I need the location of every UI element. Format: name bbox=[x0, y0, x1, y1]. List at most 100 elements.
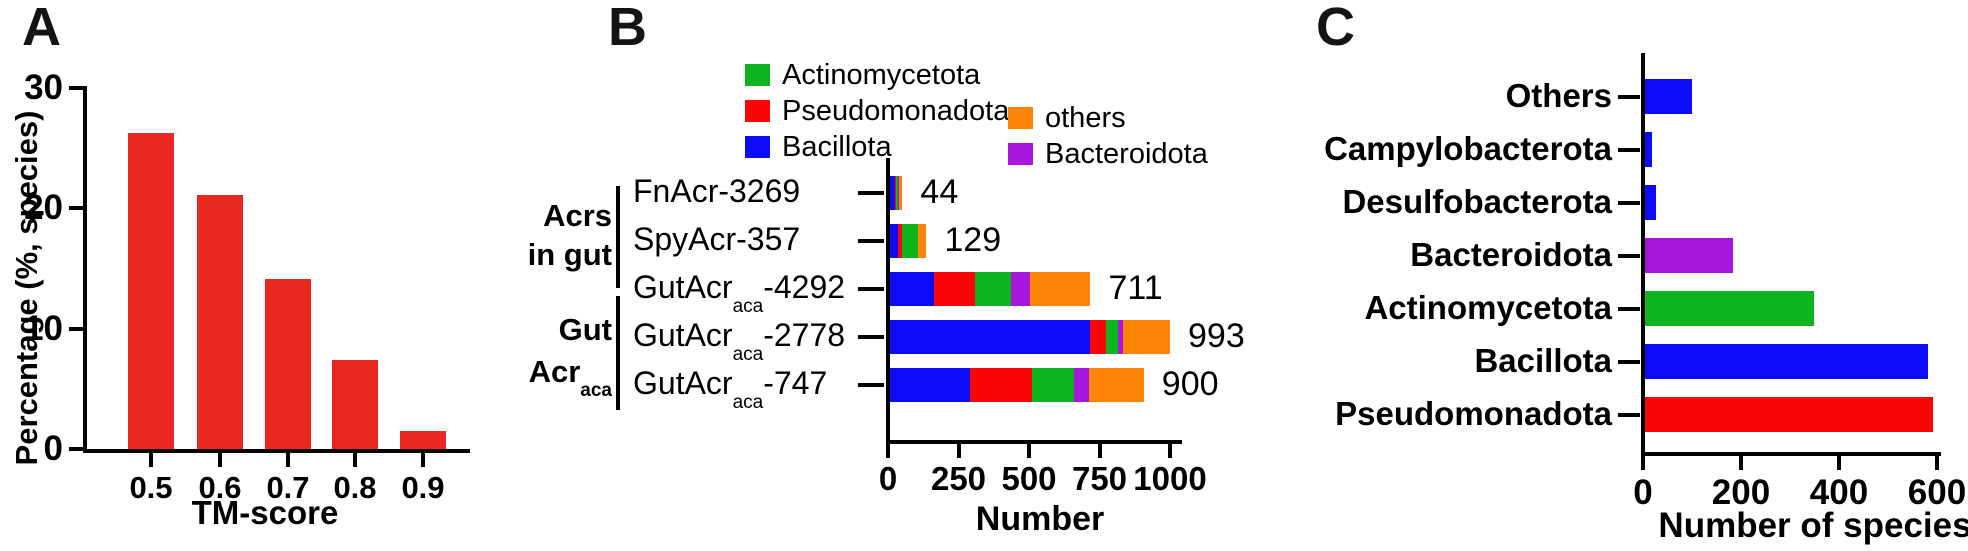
panel-a-letter: A bbox=[22, 0, 61, 57]
legend-label-Bacillota: Bacillota bbox=[782, 131, 892, 163]
category-tick bbox=[858, 287, 884, 291]
segment-Bacillota bbox=[890, 224, 898, 258]
segment-others bbox=[898, 176, 903, 210]
stacked-bar bbox=[890, 368, 1144, 402]
group-label-acrs-in-gut: Acrs in gut bbox=[527, 198, 612, 272]
segment-others bbox=[1122, 320, 1170, 354]
segment-Bacillota bbox=[890, 272, 934, 306]
x-axis-line bbox=[83, 449, 470, 453]
bar-total-label: 129 bbox=[944, 221, 1002, 259]
bar-Campylobacterota bbox=[1645, 132, 1652, 167]
bar-tm-0.6 bbox=[197, 195, 243, 449]
x-tick-label: 0.5 bbox=[129, 470, 173, 505]
bar-Bacillota bbox=[1645, 344, 1929, 379]
x-tick-label: 0 bbox=[1633, 473, 1653, 512]
category-tick bbox=[1618, 94, 1640, 99]
x-axis-tick bbox=[353, 453, 357, 467]
y-axis-line bbox=[83, 86, 87, 453]
x-axis-line bbox=[886, 440, 1182, 444]
x-tick-label: 400 bbox=[1809, 473, 1869, 512]
x-tick-label: 0.8 bbox=[333, 470, 377, 505]
row-label: SpyAcr-357 bbox=[633, 221, 801, 257]
category-tick bbox=[858, 383, 884, 387]
legend-label-Pseudomonadota: Pseudomonadota bbox=[782, 95, 1010, 127]
bar-total-label: 993 bbox=[1188, 317, 1245, 355]
bar-Bacteroidota bbox=[1645, 238, 1734, 273]
segment-Actinomycetota bbox=[896, 176, 898, 210]
category-tick bbox=[1618, 253, 1640, 258]
bar-tm-0.9 bbox=[400, 430, 446, 449]
legend-swatch-Bacteroidota bbox=[1008, 143, 1033, 165]
category-tick bbox=[1618, 412, 1640, 417]
x-axis-tick bbox=[1837, 456, 1841, 470]
row-label: GutAcraca-2778 bbox=[633, 317, 846, 366]
x-tick-label: 0 bbox=[878, 460, 898, 497]
panel-b-x-axis-title: Number bbox=[975, 500, 1105, 538]
legend-swatch-Bacillota bbox=[745, 136, 770, 158]
segment-Bacillota bbox=[890, 368, 971, 402]
row-label: GutAcraca-4292 bbox=[633, 269, 846, 318]
y-tick-label: 20 bbox=[24, 188, 63, 228]
bar-total-label: 900 bbox=[1161, 365, 1219, 403]
x-axis-tick bbox=[1027, 444, 1031, 458]
category-tick bbox=[1618, 147, 1640, 152]
x-axis-tick bbox=[886, 444, 890, 458]
y-axis-tick bbox=[69, 86, 83, 90]
bar-tm-0.7 bbox=[265, 279, 311, 449]
x-tick-label: 0.7 bbox=[266, 470, 310, 505]
stacked-bar bbox=[890, 224, 927, 258]
segment-Bacillota bbox=[890, 176, 895, 210]
segment-Bacteroidota bbox=[1118, 320, 1123, 354]
category-label: Desulfobacterota bbox=[1342, 182, 1612, 220]
bar-tm-0.8 bbox=[332, 359, 378, 449]
y-axis-line bbox=[886, 158, 890, 444]
row-label: FnAcr-3269 bbox=[633, 173, 801, 209]
stacked-bar bbox=[890, 320, 1170, 354]
category-tick bbox=[1618, 359, 1640, 364]
x-axis-tick bbox=[149, 453, 153, 467]
segment-others bbox=[1030, 272, 1091, 306]
category-label: Bacteroidota bbox=[1410, 235, 1612, 273]
y-tick-label: 0 bbox=[43, 429, 63, 468]
segment-Pseudomonadota bbox=[970, 368, 1032, 402]
category-tick bbox=[858, 239, 884, 243]
legend-swatch-others bbox=[1008, 107, 1033, 129]
segment-Pseudomonadota bbox=[1089, 320, 1106, 354]
panel-c-letter: C bbox=[1316, 0, 1355, 57]
segment-Pseudomonadota bbox=[933, 272, 976, 306]
segment-Actinomycetota bbox=[901, 224, 918, 258]
x-axis-line bbox=[1641, 452, 1941, 456]
stacked-bar bbox=[890, 272, 1091, 306]
y-axis-line bbox=[1641, 53, 1645, 456]
bar-Desulfobacterota bbox=[1645, 185, 1656, 220]
row-label: GutAcraca-747 bbox=[633, 365, 828, 414]
segment-Actinomycetota bbox=[975, 272, 1012, 306]
y-tick-label: 30 bbox=[24, 68, 63, 107]
group-bracket-2 bbox=[616, 296, 620, 410]
y-axis-tick bbox=[69, 447, 83, 451]
x-axis-tick bbox=[1935, 456, 1939, 470]
x-axis-tick bbox=[286, 453, 290, 467]
x-axis-tick bbox=[1641, 456, 1645, 470]
x-tick-label: 250 bbox=[930, 460, 987, 497]
bar-total-label: 44 bbox=[920, 173, 959, 211]
legend-label-others: others bbox=[1045, 102, 1126, 134]
segment-Bacteroidota bbox=[1011, 272, 1031, 306]
category-tick bbox=[1618, 306, 1640, 311]
x-axis-tick bbox=[1168, 444, 1172, 458]
segment-Bacteroidota bbox=[1073, 368, 1089, 402]
y-tick-label: 10 bbox=[24, 308, 63, 348]
category-tick bbox=[858, 191, 884, 195]
bar-tm-0.5 bbox=[128, 132, 174, 449]
segment-others bbox=[1088, 368, 1144, 402]
x-tick-label: 1000 bbox=[1133, 460, 1207, 497]
x-axis-tick bbox=[1097, 444, 1102, 458]
y-axis-tick bbox=[69, 206, 83, 211]
group-label-gut-acr-aca: Gut Acraca bbox=[528, 312, 612, 402]
bar-Pseudomonadota bbox=[1645, 397, 1934, 432]
legend-label-Actinomycetota: Actinomycetota bbox=[782, 59, 981, 91]
